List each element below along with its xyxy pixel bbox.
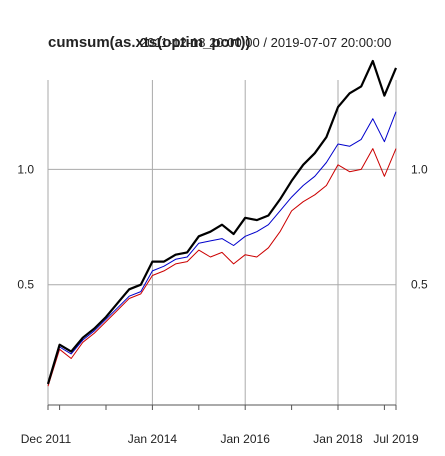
y-tick-label-left: 1.0 xyxy=(17,162,34,176)
chart-date-range: 2011-12-18 20:00:00 / 2019-07-07 20:00:0… xyxy=(140,35,391,50)
x-tick-label: Jan 2016 xyxy=(221,432,271,446)
grid-lines xyxy=(47,80,397,405)
x-axis xyxy=(47,404,397,410)
y-tick-label-left: 0.5 xyxy=(17,278,34,292)
x-tick-label: Jul 2019 xyxy=(373,432,419,446)
y-tick-label-right: 0.5 xyxy=(411,278,428,292)
chart-title: cumsum(as.xts(optim_port)) xyxy=(48,34,251,51)
x-tick-label: Jan 2018 xyxy=(313,432,363,446)
series-line-1 xyxy=(47,111,397,385)
x-tick-label: Jan 2014 xyxy=(128,432,178,446)
y-tick-label-right: 1.0 xyxy=(411,162,428,176)
series-lines xyxy=(46,59,398,387)
series-line-2 xyxy=(47,148,397,387)
x-tick-label: Dec 2011 xyxy=(21,432,72,446)
series-line-0 xyxy=(46,59,398,385)
tick-labels: 0.5 0.5 1.0 1.0 Dec 2011 Jan 2014 Jan 2016 Jan … xyxy=(17,162,428,446)
